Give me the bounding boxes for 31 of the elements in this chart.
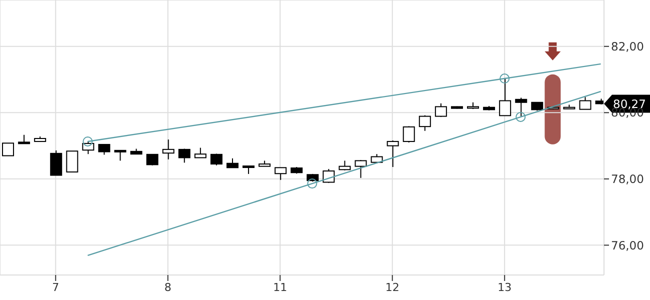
- point: [82, 136, 93, 146]
- x-tick-label: 11: [273, 280, 288, 294]
- candlestick: [114, 150, 126, 162]
- y-tick-label: 78,00: [611, 172, 644, 186]
- candlestick: [386, 140, 399, 168]
- candlestick: [418, 114, 431, 132]
- x-tick-label: 7: [52, 280, 60, 294]
- x-tick-label: 8: [164, 280, 172, 294]
- point: [516, 112, 526, 122]
- x-tick-label: 13: [498, 280, 512, 294]
- candlestick: [50, 150, 62, 176]
- candlestick: [98, 144, 110, 156]
- candlestick: [194, 147, 206, 158]
- candlestick: [178, 148, 190, 164]
- y-tick-label: 76,00: [611, 238, 644, 252]
- candlestick: [162, 138, 174, 160]
- candlestick: [354, 160, 367, 178]
- y-tick-label: 82,00: [611, 39, 644, 54]
- candlestick: [66, 150, 78, 172]
- candlestick: [210, 153, 222, 166]
- candlestick: [146, 154, 158, 166]
- candlestick: [226, 158, 238, 168]
- line-series: [87, 90, 602, 256]
- candlestick: [579, 96, 592, 110]
- candlestick: [402, 126, 415, 143]
- point: [307, 178, 318, 189]
- candlestick: [434, 102, 447, 118]
- candlestick: [338, 160, 351, 171]
- point: [500, 74, 510, 84]
- candlestick: [274, 167, 287, 180]
- x-tick-label: 12: [385, 280, 400, 294]
